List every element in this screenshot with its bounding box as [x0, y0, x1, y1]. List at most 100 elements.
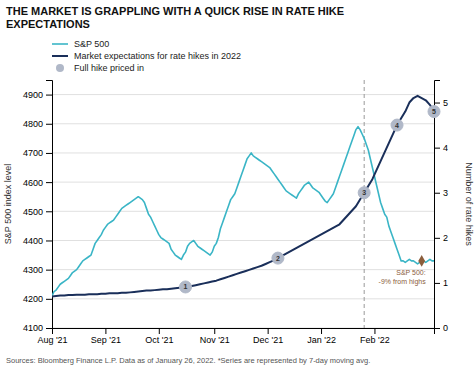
legend-swatch	[52, 43, 68, 45]
tick: 3	[434, 188, 448, 198]
point	[179, 281, 191, 293]
y2-axis-title: Number of rate hikes	[464, 162, 474, 246]
chart: THE MARKET IS GRAPPLING WITH A QUICK RIS…	[0, 0, 474, 368]
point-labels: 1 2 3 4 5	[184, 108, 437, 290]
point-label: 4	[395, 122, 399, 129]
legend-label: S&P 500	[74, 39, 109, 49]
tick-label: 1	[443, 278, 448, 288]
legend-label: Full hike priced in	[74, 63, 144, 73]
tick-mark	[46, 182, 52, 183]
tick-mark	[46, 95, 52, 96]
grid	[52, 95, 434, 328]
tick-label: 4100	[23, 323, 43, 333]
annotation: S&P 500:-9% from highs	[379, 269, 427, 286]
tick-mark	[214, 328, 215, 334]
point-label: 5	[432, 108, 436, 115]
tick: 4900	[23, 90, 52, 100]
tick-mark	[434, 328, 440, 329]
tick-mark	[268, 328, 269, 334]
y-axis-title: S&P 500 index level	[3, 164, 13, 244]
tick-label: 3	[443, 188, 448, 198]
grid-line	[52, 269, 434, 270]
tick-mark	[434, 283, 440, 284]
tick: 4800	[23, 119, 52, 129]
tick-label: 0	[443, 323, 448, 333]
plot-area	[52, 80, 434, 328]
tick-mark	[434, 103, 440, 104]
tick-label: 4700	[23, 148, 43, 158]
legend: S&P 500 Market expectations for rate hike…	[52, 39, 241, 73]
y-axis: 4100 4200 4300 4400 4500 4600 4700 4800 4900	[23, 81, 53, 334]
tick: Feb '22	[360, 328, 390, 345]
tick-label: Aug '21	[37, 335, 67, 345]
tick-mark	[434, 148, 440, 149]
tick: Dec '21	[253, 328, 283, 345]
series-line	[52, 127, 434, 296]
grid-line	[52, 211, 434, 212]
point-label: 2	[276, 255, 280, 262]
grid-line	[52, 123, 434, 124]
tick: 4200	[23, 294, 52, 304]
points	[179, 106, 440, 293]
series-line	[52, 96, 434, 297]
tick-mark	[46, 153, 52, 154]
tick-mark	[46, 240, 52, 241]
tick-label: 4800	[23, 119, 43, 129]
tick-mark	[46, 299, 52, 300]
tick: 4	[434, 143, 448, 153]
tick-label: Jan '22	[307, 335, 336, 345]
grid-line	[52, 152, 434, 153]
tick: Nov '21	[200, 328, 230, 345]
tick-label: 4500	[23, 207, 43, 217]
source: Sources: Bloomberg Finance L.P. Data as …	[6, 356, 370, 365]
tick-label: 4	[443, 143, 448, 153]
grid-line	[52, 298, 434, 299]
x-axis: Aug '21 Sep '21 Oct '21 Nov '21 Dec '21 Jan '…	[37, 328, 434, 345]
tick: 4300	[23, 265, 52, 275]
y2-axis: 0 1 2 3 4 5	[434, 81, 448, 334]
tick-label: 2	[443, 233, 448, 243]
tick-label: Oct '21	[145, 335, 173, 345]
title: THE MARKET IS GRAPPLING WITH A QUICK RIS…	[6, 5, 344, 30]
tick-label: Nov '21	[200, 335, 230, 345]
tick-label: Dec '21	[253, 335, 283, 345]
tick: 4500	[23, 207, 52, 217]
tick-mark	[434, 193, 440, 194]
grid-line	[52, 240, 434, 241]
point-label: 3	[362, 189, 366, 196]
tick-label: 4400	[23, 236, 43, 246]
reference-line	[364, 80, 365, 328]
grid-line	[52, 94, 434, 95]
tick-mark	[46, 211, 52, 212]
legend-swatch	[52, 55, 68, 57]
annotations: S&P 500:-9% from highs	[379, 269, 427, 286]
point-label: 1	[184, 283, 188, 290]
legend-label: Market expectations for rate hikes in 20…	[74, 51, 241, 61]
tick-mark	[46, 328, 52, 329]
annotation-marker	[418, 255, 425, 267]
tick-label: 4200	[23, 294, 43, 304]
point	[272, 252, 284, 264]
tick-mark	[105, 328, 106, 334]
legend-swatch	[56, 64, 64, 72]
tick-mark	[46, 270, 52, 271]
tick: 1	[434, 278, 448, 288]
point	[428, 106, 440, 118]
tick-label: Feb '22	[360, 335, 390, 345]
tick-mark	[159, 328, 160, 334]
tick: 4100	[23, 323, 52, 333]
tick-mark	[374, 328, 375, 334]
point	[391, 119, 403, 131]
tick-mark	[321, 328, 322, 334]
tick-mark	[434, 238, 440, 239]
point	[358, 187, 370, 199]
tick-label: 4300	[23, 265, 43, 275]
tick-label: 5	[443, 98, 448, 108]
tick-mark	[46, 124, 52, 125]
tick: Jan '22	[307, 328, 336, 345]
tick: 0	[434, 323, 448, 333]
tick-label: 4600	[23, 177, 43, 187]
tick: Oct '21	[145, 328, 173, 345]
tick-label: Sep '21	[91, 335, 121, 345]
tick-label: 4900	[23, 90, 43, 100]
